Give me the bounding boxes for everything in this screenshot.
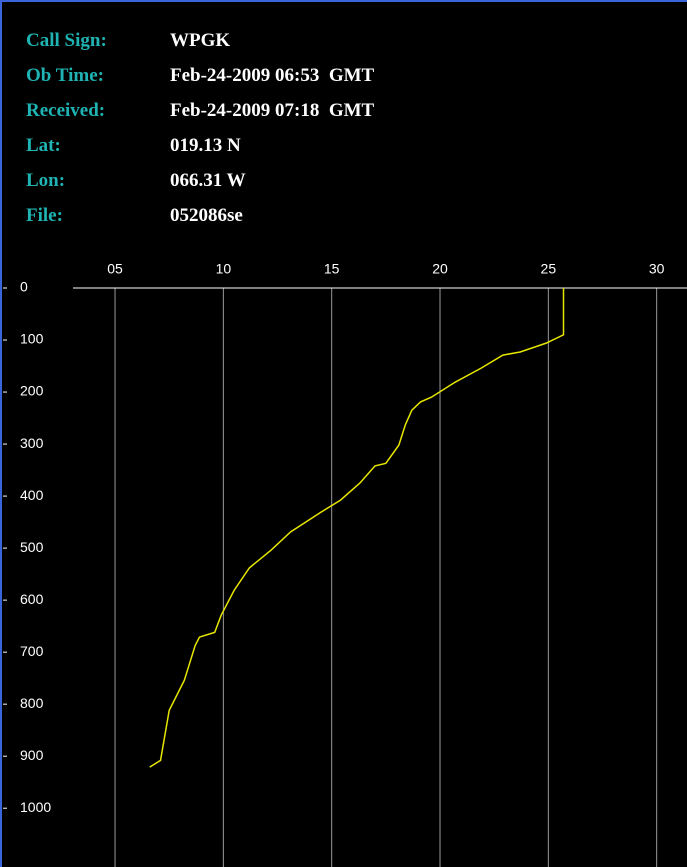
- temperature-profile: [149, 288, 565, 768]
- y-tick-label: 0: [20, 279, 28, 295]
- y-tick-label: 200: [20, 383, 44, 399]
- x-tick-label: 20: [432, 261, 448, 277]
- info-label: Received:: [26, 100, 106, 121]
- info-value: Feb-24-2009 06:53 GMT: [170, 65, 375, 86]
- x-tick-label: 25: [541, 261, 557, 277]
- x-tick-label: 30: [649, 261, 665, 277]
- y-tick-label: 800: [20, 695, 44, 711]
- x-tick-label: 05: [107, 261, 123, 277]
- y-tick-label: 600: [20, 591, 44, 607]
- info-label: Ob Time:: [26, 65, 104, 86]
- info-value: 066.31 W: [170, 170, 246, 191]
- info-label: Lat:: [26, 135, 61, 156]
- y-tick-label: 100: [20, 331, 44, 347]
- y-tick-label: 300: [20, 435, 44, 451]
- x-tick-label: 10: [216, 261, 232, 277]
- info-label: Lon:: [26, 170, 66, 191]
- x-tick-label: 15: [324, 261, 340, 277]
- info-label: File:: [26, 205, 63, 226]
- info-value: 019.13 N: [170, 135, 241, 156]
- info-value: WPGK: [170, 30, 231, 51]
- info-value: 052086se: [170, 205, 243, 226]
- y-tick-label: 500: [20, 539, 44, 555]
- y-tick-label: 400: [20, 487, 44, 503]
- y-tick-label: 900: [20, 747, 44, 763]
- y-tick-label: 700: [20, 643, 44, 659]
- info-value: Feb-24-2009 07:18 GMT: [170, 100, 375, 121]
- info-label: Call Sign:: [26, 30, 107, 51]
- y-tick-label: 1000: [20, 799, 51, 815]
